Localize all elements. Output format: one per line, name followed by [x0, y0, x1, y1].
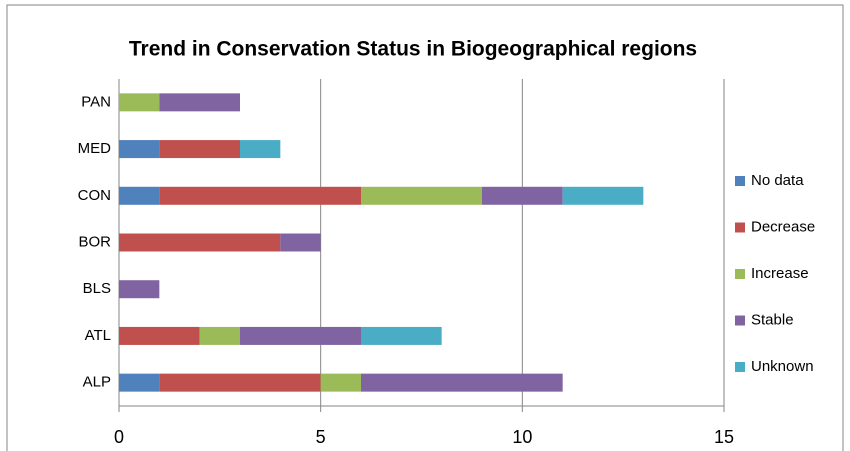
bar-segment — [159, 373, 321, 392]
y-tick-label: MED — [78, 140, 112, 157]
bar-segment — [361, 373, 563, 392]
x-tick-label: 10 — [512, 427, 532, 447]
chart-border — [6, 4, 844, 451]
chart-title: Trend in Conservation Status in Biogeogr… — [129, 38, 697, 61]
bar-segment — [159, 140, 240, 159]
bar-segment — [240, 326, 361, 345]
legend-label: Stable — [751, 311, 794, 328]
legend-swatch — [735, 315, 745, 326]
y-tick-label: BLS — [83, 280, 111, 297]
bar-segment — [562, 186, 644, 205]
legend-swatch — [735, 176, 745, 186]
y-tick-label: BOR — [78, 233, 111, 250]
bar-segment — [280, 233, 321, 252]
bar-segment — [119, 140, 160, 159]
y-tick-label: ALP — [83, 374, 111, 391]
legend-swatch — [735, 362, 745, 372]
bar-segment — [361, 326, 442, 345]
x-tick-label: 0 — [114, 427, 124, 447]
bar-segment — [119, 186, 160, 205]
bar-segment — [320, 373, 361, 392]
bar-segment — [119, 93, 160, 112]
y-tick-label: CON — [78, 187, 111, 204]
legend-label: Increase — [751, 265, 809, 282]
bar-segment — [240, 140, 281, 159]
legend-swatch — [735, 222, 745, 233]
bar-segment — [119, 233, 281, 252]
x-tick-label: 15 — [714, 427, 734, 447]
bar-segment — [159, 186, 361, 205]
bar-segment — [119, 373, 160, 392]
bar-segment — [361, 186, 482, 205]
legend-label: No data — [751, 172, 804, 189]
bar-segment — [119, 326, 200, 345]
x-tick-label: 5 — [316, 427, 326, 447]
legend-label: Decrease — [751, 218, 815, 235]
bar-segment — [482, 186, 563, 205]
legend-label: Unknown — [751, 358, 814, 375]
bar-segment — [159, 93, 240, 112]
legend-swatch — [735, 269, 745, 279]
bar-segment — [199, 326, 240, 345]
bar-segment — [119, 280, 160, 299]
y-tick-label: PAN — [81, 93, 111, 110]
y-tick-label: ATL — [85, 327, 111, 344]
